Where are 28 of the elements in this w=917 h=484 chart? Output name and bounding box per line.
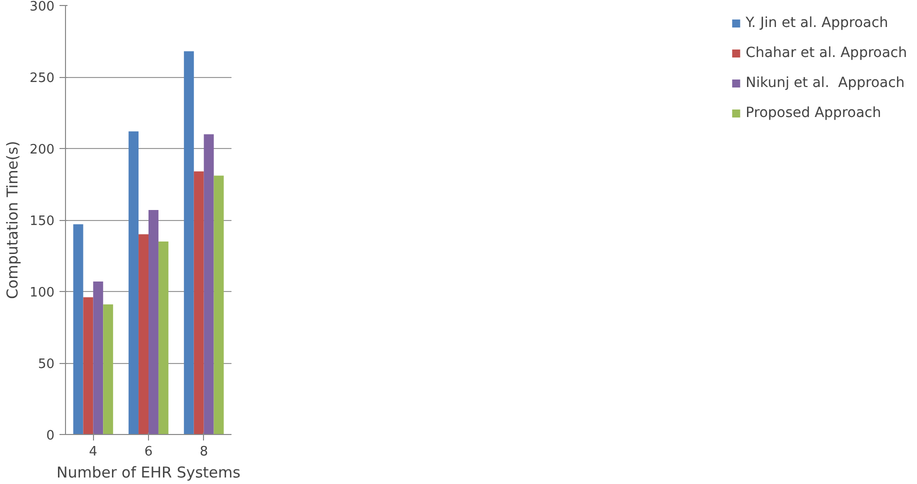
bar <box>128 131 139 434</box>
bar <box>73 224 84 434</box>
y-tick-label: 250 <box>30 71 55 86</box>
bar <box>103 304 114 434</box>
y-tick-label: 50 <box>38 357 55 372</box>
x-axis-title: Number of EHR Systems <box>56 464 241 482</box>
y-tick-label: 100 <box>30 286 55 300</box>
y-tick-label: 300 <box>30 0 55 14</box>
legend-label: Y. Jin et al. Approach <box>746 15 888 31</box>
legend-label: Chahar et al. Approach <box>746 45 907 61</box>
bar <box>93 281 104 434</box>
y-tick-label: 200 <box>30 142 55 158</box>
bar <box>194 171 204 434</box>
legend-label: Nikunj et al. Approach <box>746 75 905 91</box>
x-tick-label: 8 <box>200 444 208 460</box>
bar <box>138 234 148 434</box>
bar <box>184 51 194 434</box>
bar <box>214 176 224 434</box>
y-axis-title: Computation Time(s) <box>4 140 22 300</box>
y-tick-label: 150 <box>30 214 55 229</box>
y-tick-label: 0 <box>46 428 55 444</box>
x-tick-label: 4 <box>89 444 98 460</box>
bar <box>83 297 94 434</box>
bar <box>158 241 168 434</box>
legend-label: Proposed Approach <box>746 105 882 121</box>
bar <box>148 210 158 434</box>
x-tick-label: 6 <box>144 444 153 460</box>
bar <box>204 134 214 434</box>
